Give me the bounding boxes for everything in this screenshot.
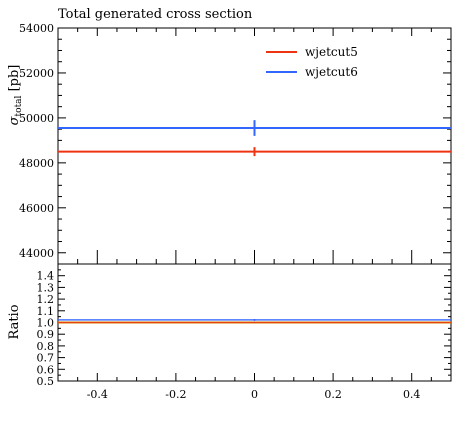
ratio-panel: 0.50.60.70.80.91.01.11.21.31.4 -0.4 -0.2 0 0… <box>37 263 452 401</box>
main-y-tick-label: 54000 <box>19 22 54 35</box>
x-tick-label: -0.4 <box>87 388 108 401</box>
chart-title: Total generated cross section <box>58 7 253 22</box>
main-y-tick-label: 44000 <box>19 247 54 260</box>
ratio-y-tick-label: 0.8 <box>37 340 55 353</box>
ratio-y-tick-label: 1.4 <box>37 270 55 283</box>
x-tick-label: 0.4 <box>403 388 421 401</box>
x-tick-label: 0.2 <box>324 388 342 401</box>
main-y-tick-label: 50000 <box>19 112 54 125</box>
ratio-y-tick-label: 0.6 <box>37 363 55 376</box>
main-y-tick-label: 52000 <box>19 67 54 80</box>
main-panel: 44000 46000 48000 50000 52000 54000 wjetcut5 wj… <box>19 22 452 265</box>
ratio-y-tick-label: 0.5 <box>37 375 55 388</box>
ratio-y-tick-label: 1.2 <box>37 293 55 306</box>
ratio-y-tick-label: 0.9 <box>37 328 55 341</box>
ratio-y-axis-label: Ratio <box>7 304 22 339</box>
ratio-y-tick-label: 1.0 <box>37 317 55 330</box>
ratio-y-tick-label: 1.1 <box>37 305 55 318</box>
main-y-axis-label: σtotal [pb] <box>7 65 24 126</box>
legend-label-wjetcut6: wjetcut6 <box>305 65 358 79</box>
ratio-y-tick-label: 1.3 <box>37 281 55 294</box>
main-plot-frame <box>57 27 452 265</box>
main-y-tick-label: 46000 <box>19 202 54 215</box>
ratio-y-tick-label: 0.7 <box>37 352 55 365</box>
main-y-tick-label: 48000 <box>19 157 54 170</box>
x-tick-label: -0.2 <box>165 388 186 401</box>
x-tick-label: 0 <box>251 388 258 401</box>
legend-label-wjetcut5: wjetcut5 <box>305 45 358 59</box>
